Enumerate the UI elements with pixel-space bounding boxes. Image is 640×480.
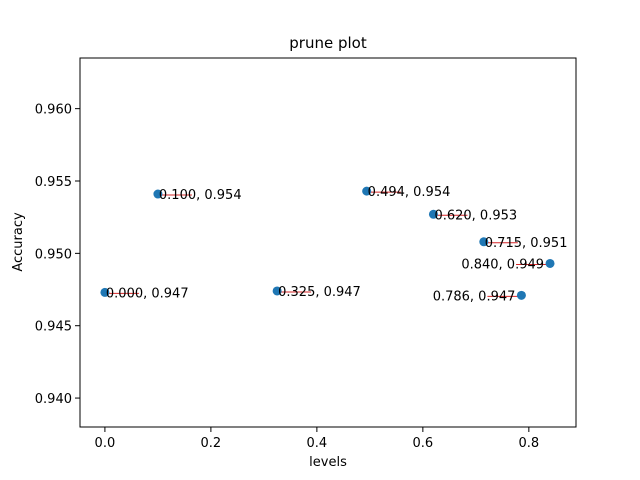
y-tick-label: 0.940	[35, 392, 72, 407]
point-annotation: 0.786, 0.947	[433, 289, 516, 304]
x-tick-label: 0.8	[518, 436, 539, 451]
data-point	[362, 186, 372, 196]
point-annotation: 0.620, 0.953	[434, 208, 517, 223]
x-tick-label: 0.0	[95, 436, 116, 451]
data-point	[479, 237, 489, 247]
point-annotation: 0.000, 0.947	[106, 286, 189, 301]
y-tick-label: 0.955	[35, 175, 72, 190]
point-annotation: 0.100, 0.954	[159, 188, 242, 203]
point-annotation: 0.715, 0.951	[485, 236, 568, 251]
point-annotation: 0.494, 0.954	[368, 185, 451, 200]
y-tick-label: 0.950	[35, 247, 72, 262]
y-tick-label: 0.945	[35, 320, 72, 335]
plot-area: 0.0 0.2 0.4 0.6 0.8 0.940 0.945 0.950 0.955 0.960…	[35, 103, 568, 451]
point-annotation: 0.325, 0.947	[278, 285, 361, 300]
x-tick-label: 0.4	[307, 436, 328, 451]
data-point	[545, 258, 555, 268]
y-axis-label: Accuracy	[11, 212, 26, 272]
data-point	[100, 287, 110, 297]
y-tick-label: 0.960	[35, 103, 72, 118]
chart-title: prune plot	[289, 34, 367, 52]
data-point	[428, 209, 438, 219]
axes-frame	[79, 57, 577, 428]
data-point	[272, 286, 282, 296]
x-tick-label: 0.6	[413, 436, 434, 451]
data-point	[153, 189, 163, 199]
data-point	[516, 290, 526, 300]
x-axis-label: levels	[309, 455, 347, 470]
point-annotation: 0.840, 0.949	[461, 257, 544, 272]
x-tick-label: 0.2	[201, 436, 222, 451]
